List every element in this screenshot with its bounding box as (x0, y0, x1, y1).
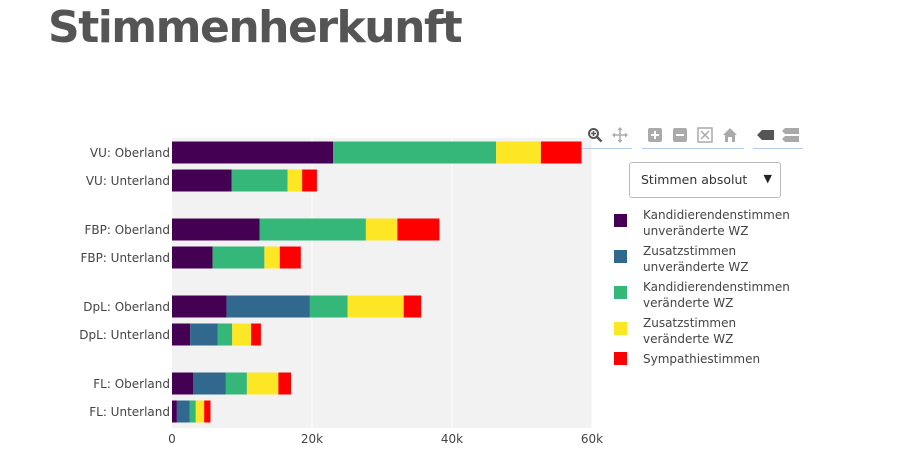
y-tick-label: FL: Oberland (93, 377, 170, 391)
legend-swatch (614, 250, 627, 263)
metric-dropdown[interactable]: Stimmen absolut ▼ (629, 162, 781, 198)
bar-segment[interactable] (232, 323, 252, 346)
bar-segment[interactable] (172, 323, 191, 346)
bar-segment[interactable] (176, 400, 190, 423)
bar-segment[interactable] (190, 323, 218, 346)
bar-segment[interactable] (246, 372, 279, 395)
bars (172, 141, 582, 423)
zoom-in-icon[interactable] (644, 124, 666, 146)
legend-swatch (614, 322, 627, 335)
bar-segment[interactable] (172, 295, 227, 318)
y-axis-labels: VU: Oberland VU: Unterland FBP: Oberland FB… (79, 146, 170, 419)
legend-swatch (614, 352, 627, 365)
bar-segment[interactable] (172, 169, 232, 192)
y-tick-label: DpL: Oberland (83, 300, 170, 314)
y-tick-label: FBP: Unterland (80, 251, 170, 265)
y-tick-label: FBP: Oberland (84, 223, 170, 237)
bar-segment[interactable] (226, 295, 310, 318)
chevron-down-icon: ▼ (763, 172, 772, 185)
bar-segment[interactable] (403, 295, 422, 318)
bar-segment[interactable] (195, 400, 205, 423)
x-axis-labels: 0 20k 40k 60k (168, 432, 603, 446)
bar-segment[interactable] (193, 372, 226, 395)
autoscale-icon[interactable] (694, 124, 716, 146)
x-tick-label: 60k (581, 432, 603, 446)
legend-swatch (614, 214, 627, 227)
x-tick-label: 20k (301, 432, 323, 446)
bar-segment[interactable] (365, 218, 398, 241)
bar-segment[interactable] (204, 400, 211, 423)
x-tick-label: 40k (441, 432, 463, 446)
dropdown-selected-value: Stimmen absolut (641, 172, 748, 187)
y-tick-label: VU: Oberland (90, 146, 170, 160)
bar-segment[interactable] (172, 400, 177, 423)
bar-segment[interactable] (278, 372, 291, 395)
y-tick-label: VU: Unterland (86, 174, 170, 188)
zoom-out-icon[interactable] (669, 124, 691, 146)
bar-segment[interactable] (540, 141, 582, 164)
x-tick-label: 0 (168, 432, 176, 446)
bar-segment[interactable] (172, 218, 260, 241)
bar-segment[interactable] (287, 169, 303, 192)
bar-segment[interactable] (251, 323, 261, 346)
bar-segment[interactable] (309, 295, 348, 318)
bar-segment[interactable] (397, 218, 440, 241)
bar-segment[interactable] (172, 246, 213, 269)
page-title: Stimmenherkunft (48, 2, 463, 53)
bar-segment[interactable] (172, 372, 193, 395)
legend-label: Kandidierendenstimmen veränderte WZ (643, 280, 790, 310)
bar-segment[interactable] (259, 218, 366, 241)
bar-segment[interactable] (333, 141, 497, 164)
legend-label: Kandidierendenstimmen unveränderte WZ (643, 208, 790, 238)
legend-swatch (614, 286, 627, 299)
bar-segment[interactable] (217, 323, 233, 346)
bar-segment[interactable] (302, 169, 317, 192)
hover-compare-icon[interactable] (780, 124, 802, 146)
bar-segment[interactable] (231, 169, 288, 192)
bar-segment[interactable] (172, 141, 333, 164)
legend-label: Sympathiestimmen (643, 352, 761, 366)
bar-segment[interactable] (225, 372, 247, 395)
bar-segment[interactable] (347, 295, 404, 318)
bar-segment[interactable] (212, 246, 265, 269)
y-tick-label: DpL: Unterland (79, 328, 170, 342)
bar-segment[interactable] (189, 400, 196, 423)
bar-segment[interactable] (279, 246, 301, 269)
y-tick-label: FL: Unterland (89, 405, 170, 419)
legend-label: Zusatzstimmen unveränderte WZ (643, 244, 749, 274)
bar-segment[interactable] (264, 246, 280, 269)
bar-segment[interactable] (496, 141, 541, 164)
reset-axes-icon[interactable] (719, 124, 741, 146)
legend-label: Zusatzstimmen veränderte WZ (643, 316, 737, 346)
pan-icon[interactable] (609, 124, 631, 146)
zoom-icon[interactable] (584, 124, 606, 146)
hover-closest-icon[interactable] (755, 124, 777, 146)
